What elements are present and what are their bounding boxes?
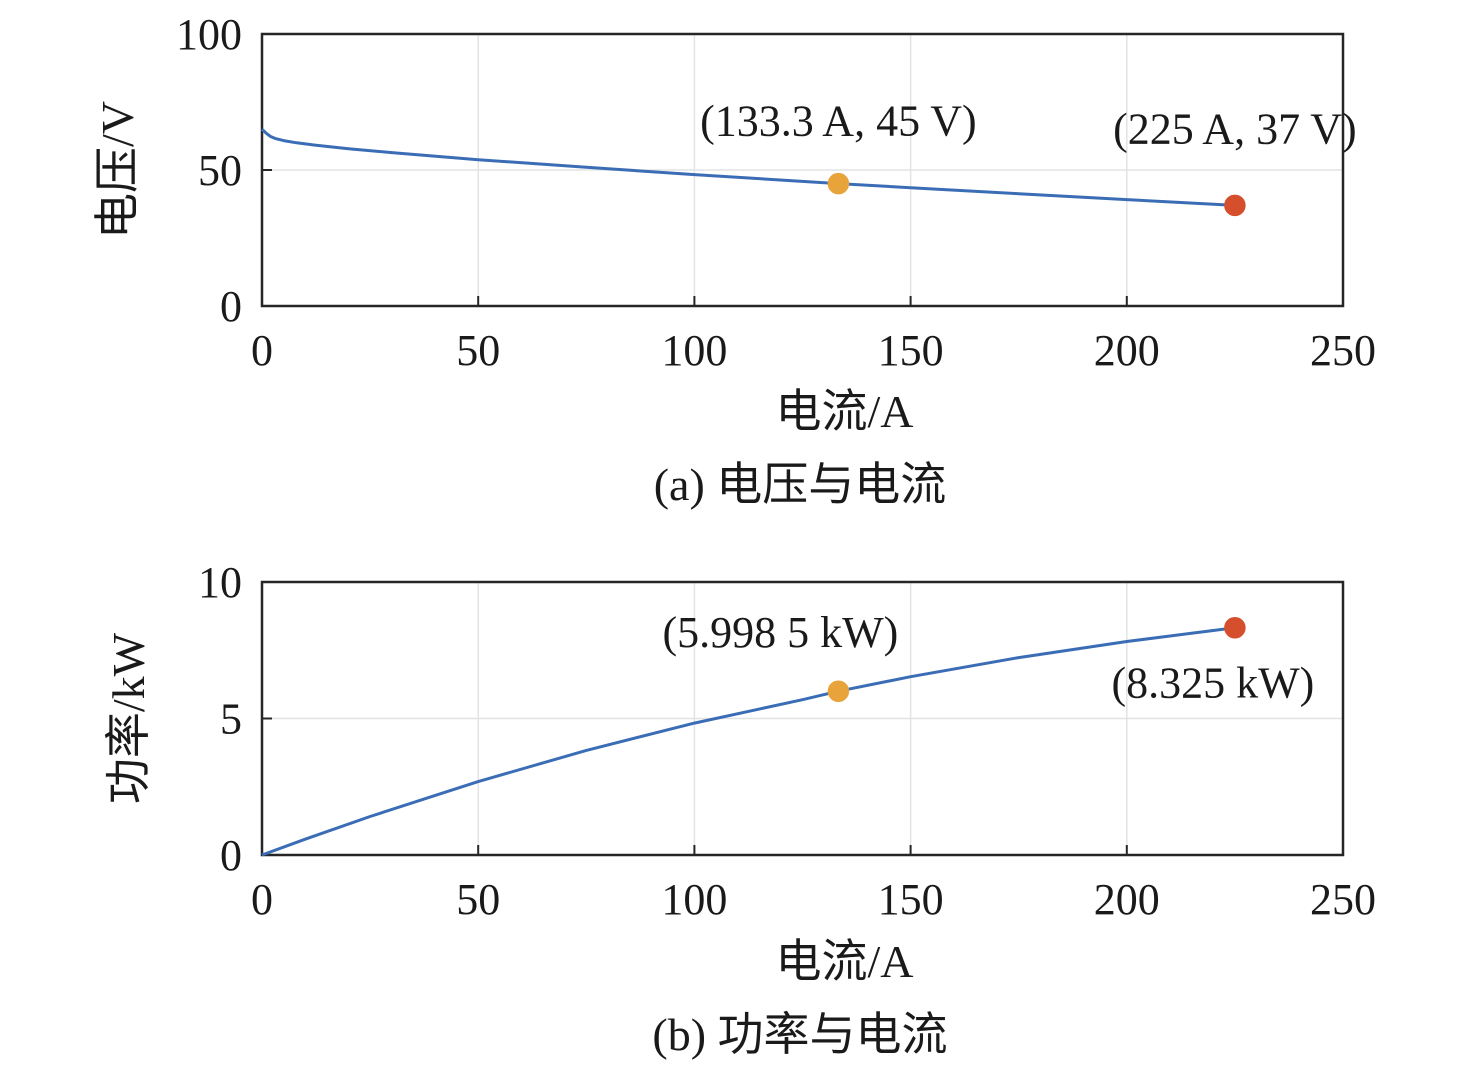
x-tick-label: 50	[456, 875, 500, 924]
series-line	[260, 128, 1235, 207]
y-tick-label: 10	[198, 558, 242, 607]
y-tick-label: 0	[220, 282, 242, 331]
panel-voltage-current: 0 50 100 150 200 250 0 50 100 电流/A 电压/V (a) 电压与电流 (1…	[92, 10, 1376, 510]
y-tick-label: 100	[176, 10, 242, 59]
point-annotation: (225 A, 37 V)	[1113, 104, 1357, 153]
x-tick-label: 250	[1310, 875, 1376, 924]
x-tick-label: 0	[251, 875, 273, 924]
y-tick-label: 0	[220, 831, 242, 880]
figure-caption: (a) 电压与电流	[654, 459, 947, 510]
series-line	[261, 626, 1236, 857]
point-annotation: (5.998 5 kW)	[662, 608, 898, 657]
data-point-marker	[1224, 616, 1246, 639]
x-tick-label: 50	[456, 326, 500, 375]
point-annotation: (133.3 A, 45 V)	[700, 97, 977, 146]
x-tick-label: 0	[251, 326, 273, 375]
y-axis-label: 电压/V	[92, 101, 143, 239]
point-annotation: (8.325 kW)	[1111, 659, 1314, 708]
data-point-marker	[827, 680, 850, 702]
x-tick-label: 150	[878, 326, 944, 375]
x-tick-label: 200	[1094, 326, 1160, 375]
y-tick-label: 50	[198, 146, 242, 195]
x-tick-label: 150	[878, 875, 944, 924]
y-axis-label: 功率/kW	[103, 632, 154, 804]
x-tick-label: 100	[661, 875, 727, 924]
y-tick-label: 5	[220, 695, 242, 744]
panel-power-current: 0 50 100 150 200 250 0 5 10 电流/A 功率/kW (b) 功率与电流 (5.…	[103, 558, 1376, 1060]
figure-caption: (b) 功率与电流	[652, 1009, 947, 1060]
x-axis-label: 电流/A	[776, 936, 914, 987]
x-tick-label: 100	[661, 326, 727, 375]
x-tick-label: 200	[1094, 875, 1160, 924]
x-axis-label: 电流/A	[776, 386, 914, 437]
x-tick-label: 250	[1310, 326, 1376, 375]
data-point-marker	[827, 172, 850, 195]
data-point-marker	[1224, 194, 1246, 217]
